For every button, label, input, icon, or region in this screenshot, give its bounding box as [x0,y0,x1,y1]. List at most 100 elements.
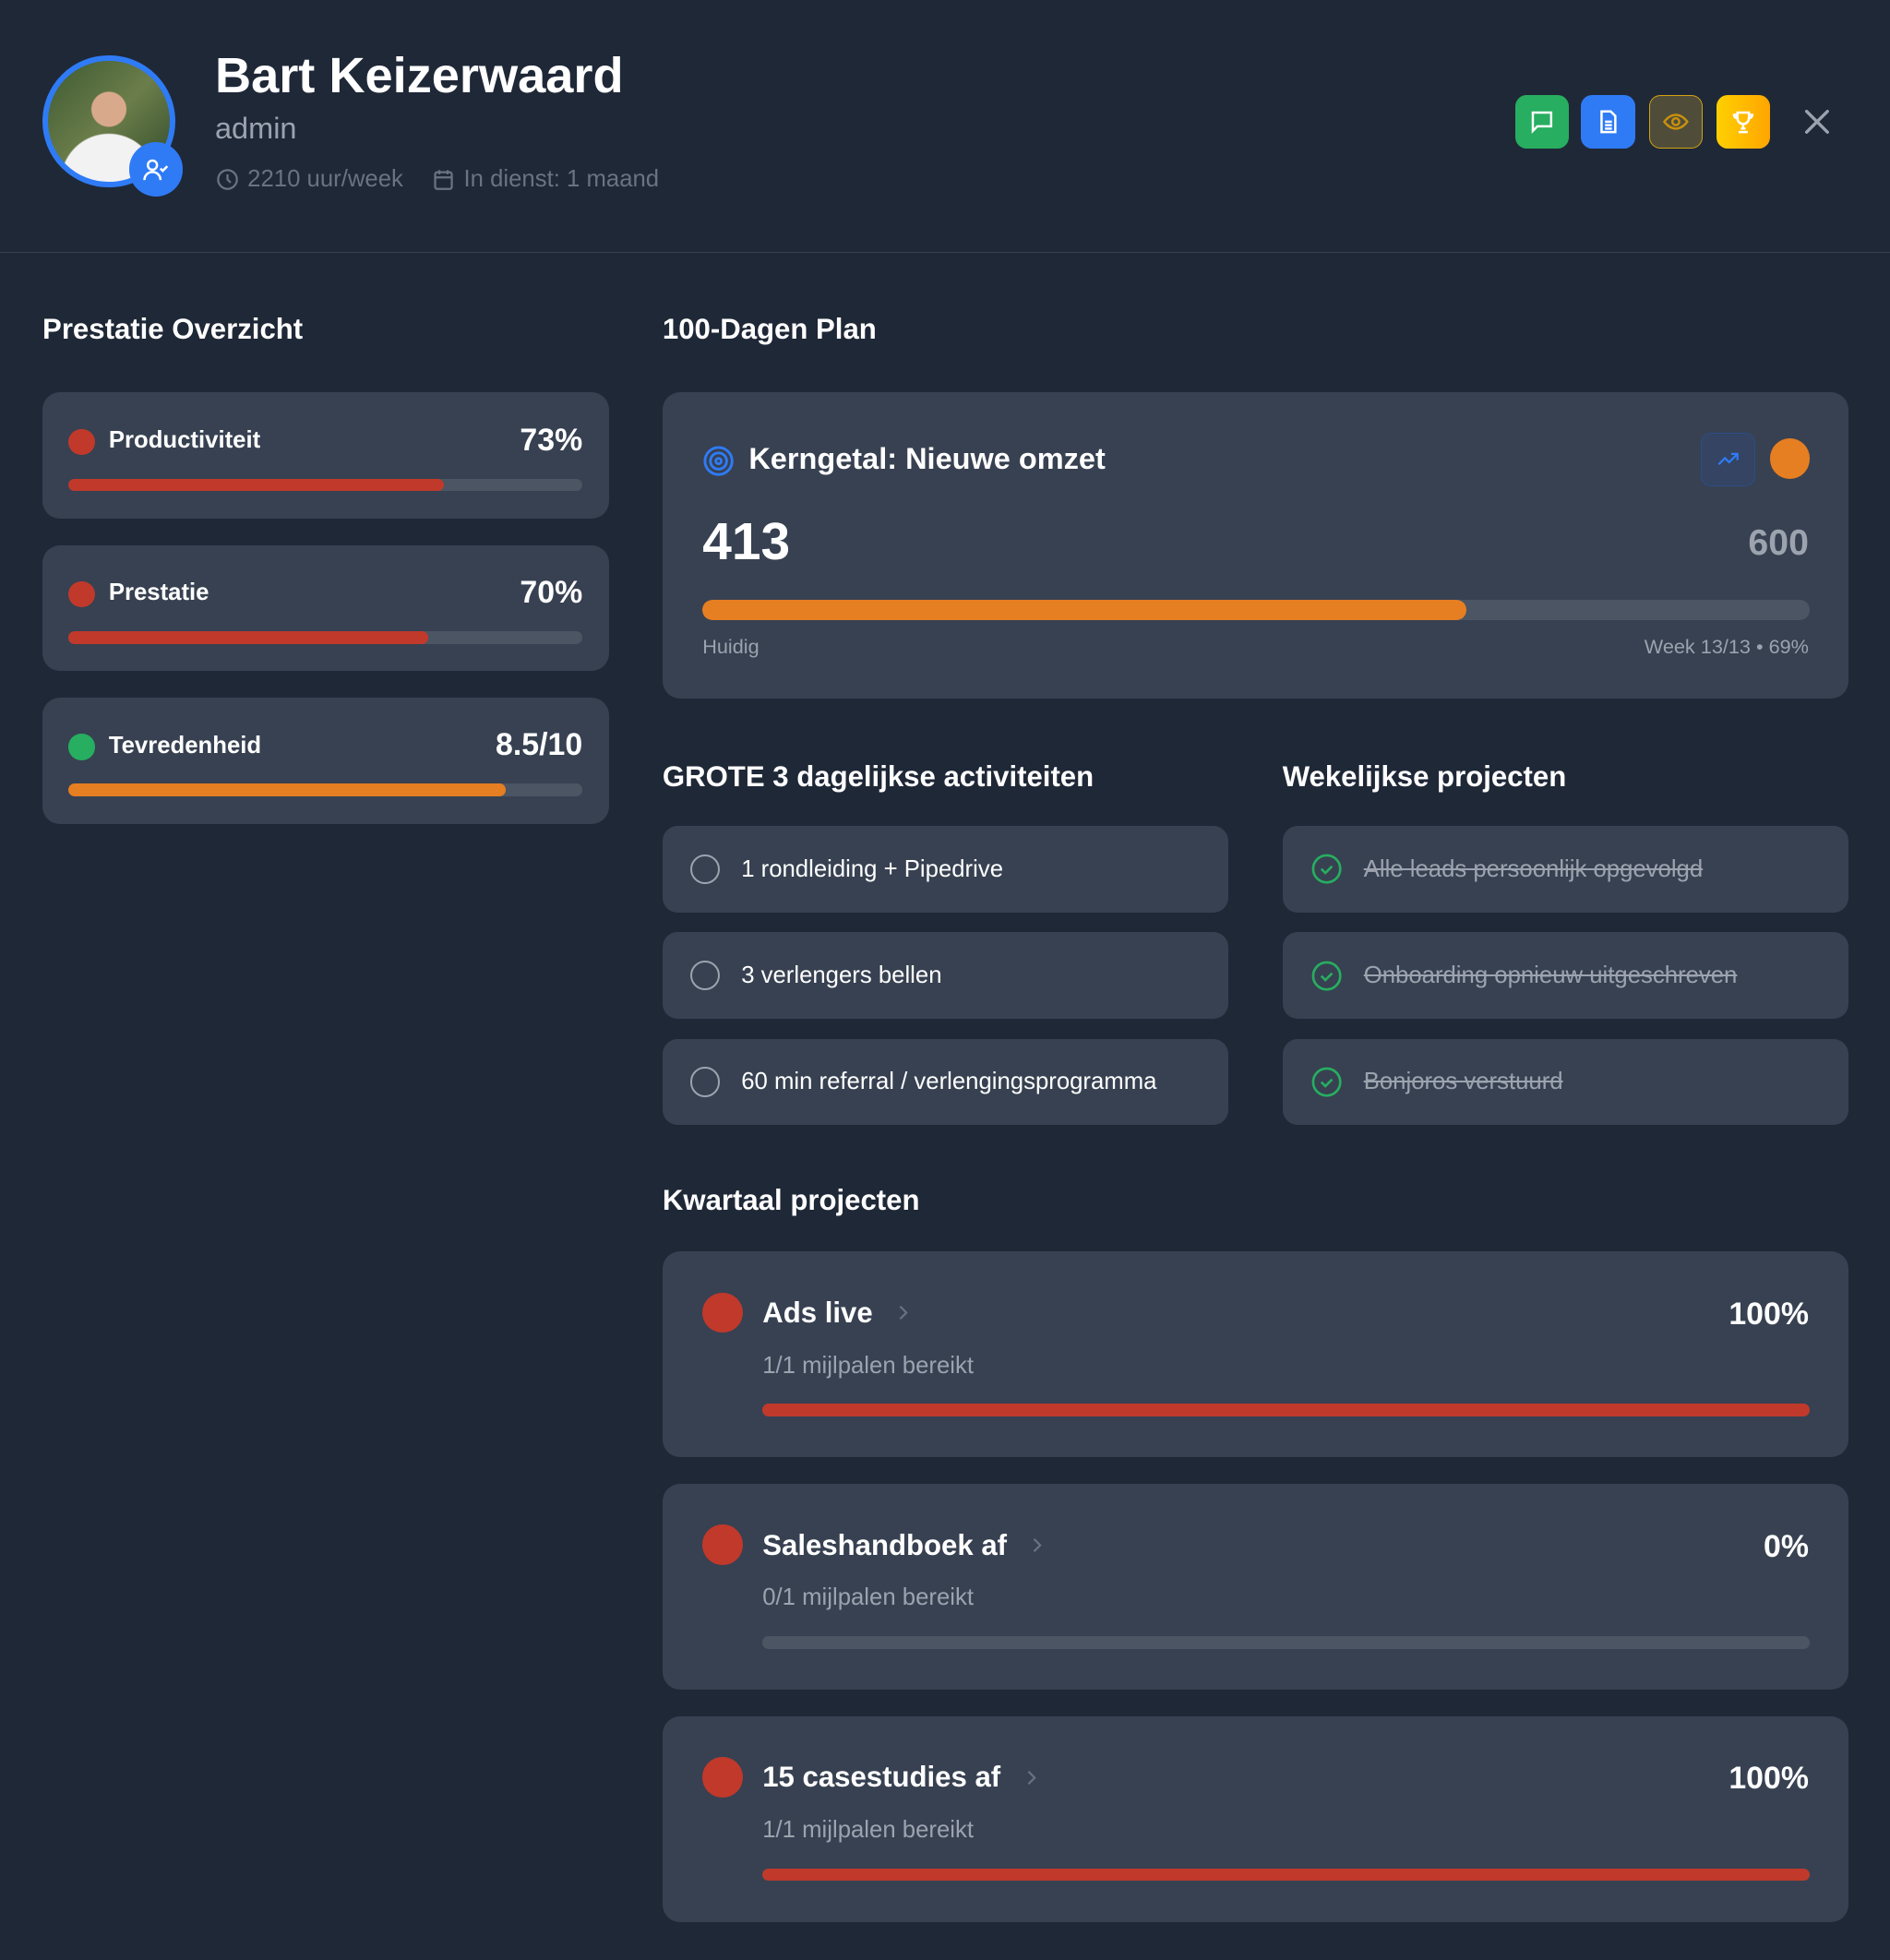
stat-card: Tevredenheid 8.5/10 [42,697,609,824]
performance-title: Prestatie Overzicht [42,312,304,345]
project-progress [762,1404,1811,1416]
user-name: Bart Keizerwaard [214,48,624,104]
target-icon [703,446,734,476]
user-role: admin [214,111,297,145]
user-check-badge [128,142,183,197]
kpi-week-label: Week 13/13 • 69% [1644,635,1809,659]
kpi-current-label: Huidig [702,635,760,659]
hours-info: 2210 uur/week [215,166,403,193]
close-button[interactable] [1801,106,1833,143]
plan-title: 100-Dagen Plan [662,312,877,345]
project-title-row[interactable]: Saleshandboek af [762,1529,1044,1562]
daily-title: GROTE 3 dagelijkse activiteiten [662,759,1095,793]
kpi-card: Kerngetal: Nieuwe omzet 413 600 Huidig W… [662,392,1849,699]
trend-button[interactable] [1701,432,1755,486]
checkbox-empty-icon[interactable] [689,854,721,885]
project-label: Alle leads persoonlijk opgevolgd [1363,855,1704,882]
tenure-info: In dienst: 1 maand [431,166,659,193]
checkbox-empty-icon[interactable] [689,960,721,991]
calendar-icon [434,170,453,190]
activity-label: 1 rondleiding + Pipedrive [741,855,1003,882]
avatar [42,54,175,188]
kpi-current: 413 [702,513,791,572]
project-title: Saleshandboek af [762,1528,1008,1561]
weekly-project-item[interactable]: Bonjoros verstuurd [1282,1038,1849,1126]
message-button[interactable] [1514,94,1569,149]
stat-value: 73% [520,422,583,458]
status-dot [702,1524,743,1565]
quarter-project-card[interactable]: 15 casestudies af 100% 1/1 mijlpalen ber… [662,1715,1849,1923]
project-title: Ads live [762,1296,873,1329]
quarter-project-card[interactable]: Ads live 100% 1/1 mijlpalen bereikt [662,1250,1849,1458]
hours-text: 2210 uur/week [247,166,403,193]
project-label: Onboarding opnieuw uitgeschreven [1363,962,1738,988]
project-milestones: 1/1 mijlpalen bereikt [762,1817,974,1844]
status-dot [68,428,95,456]
stat-label: Tevredenheid [108,732,262,759]
profile-header: Bart Keizerwaard admin 2210 uur/week In … [0,0,1890,253]
quarter-project-card[interactable]: Saleshandboek af 0% 0/1 mijlpalen bereik… [662,1483,1849,1691]
kpi-title: Kerngetal: Nieuwe omzet [748,442,1106,476]
stat-label: Productiviteit [108,427,261,454]
eye-icon [1662,114,1689,130]
project-progress-fill [762,1404,1811,1416]
stat-progress-fill [68,783,506,796]
view-button[interactable] [1648,94,1703,149]
status-dot [702,1292,743,1333]
daily-activity-item[interactable]: 3 verlengers bellen [662,932,1229,1019]
check-circle-icon[interactable] [1310,853,1343,885]
chevron-right-icon [1034,1537,1043,1553]
project-progress [762,1636,1811,1649]
kpi-progress-fill [702,600,1467,620]
stat-label: Prestatie [108,580,209,606]
daily-activity-item[interactable]: 60 min referral / verlengingsprogramma [662,1038,1229,1126]
daily-activity-item[interactable]: 1 rondleiding + Pipedrive [662,826,1229,913]
project-label: Bonjoros verstuurd [1363,1068,1563,1094]
stat-value: 8.5/10 [496,727,583,763]
weekly-title: Wekelijkse projecten [1282,759,1567,793]
user-check-icon [142,159,168,180]
chevron-right-icon [899,1306,908,1321]
project-milestones: 1/1 mijlpalen bereikt [762,1352,974,1379]
document-icon [1599,110,1617,134]
stat-card: Prestatie 70% [42,544,609,672]
stat-progress-fill [68,631,429,644]
project-milestones: 0/1 mijlpalen bereikt [762,1584,974,1611]
trophy-button[interactable] [1716,94,1770,149]
project-percent: 0% [1764,1528,1809,1564]
checkbox-empty-icon[interactable] [689,1067,721,1097]
stat-card: Productiviteit 73% [42,392,609,520]
trending-up-icon [1717,453,1739,466]
tenure-text: In dienst: 1 maand [463,166,660,193]
clock-icon [217,169,238,190]
stat-progress [68,478,583,492]
project-title-row[interactable]: 15 casestudies af [762,1761,1038,1794]
project-title: 15 casestudies af [762,1761,1001,1794]
message-icon [1531,111,1552,134]
activity-label: 60 min referral / verlengingsprogramma [741,1068,1157,1094]
status-dot [1769,438,1811,479]
kpi-target: 600 [1748,522,1809,564]
project-percent: 100% [1729,1296,1809,1332]
project-progress-fill [762,1868,1811,1882]
trophy-icon [1732,111,1754,134]
kpi-progress [702,600,1811,620]
check-circle-icon[interactable] [1310,1066,1343,1098]
project-progress [762,1868,1811,1882]
stat-progress [68,631,583,644]
weekly-project-item[interactable]: Alle leads persoonlijk opgevolgd [1282,826,1849,913]
status-dot [702,1757,743,1798]
document-button[interactable] [1581,94,1635,149]
project-percent: 100% [1729,1761,1809,1797]
stat-value: 70% [520,575,583,611]
close-icon [1804,110,1829,135]
weekly-project-item[interactable]: Onboarding opnieuw uitgeschreven [1282,932,1849,1019]
quarter-title: Kwartaal projecten [662,1183,920,1216]
check-circle-icon[interactable] [1310,960,1343,992]
activity-label: 3 verlengers bellen [741,962,942,988]
status-dot [68,734,95,760]
project-title-row[interactable]: Ads live [762,1297,910,1330]
stat-progress [68,783,583,796]
stat-progress-fill [68,478,444,492]
chevron-right-icon [1027,1770,1036,1785]
